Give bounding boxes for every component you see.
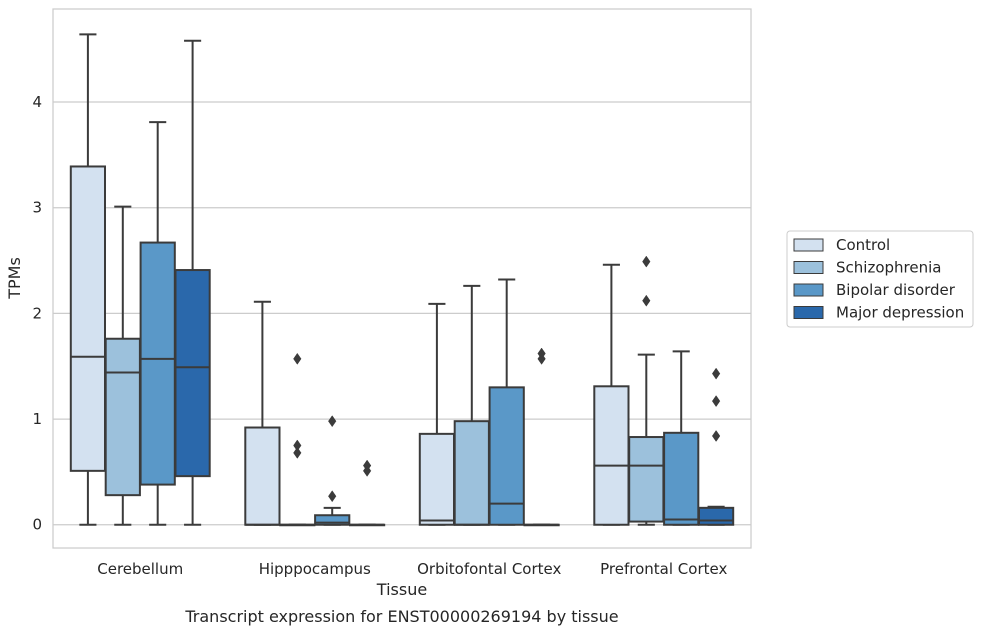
box-bipolar-disorder: [488, 278, 525, 526]
legend-frame: [786, 230, 974, 328]
box-control: [244, 300, 281, 526]
x-tick-labels: Cerebellum Hipppocampus Orbitofontal Corte…: [97, 560, 727, 578]
x-tick-label: Orbitofontal Cortex: [417, 560, 561, 578]
box-schizophrenia: [453, 284, 490, 526]
outlier-point: [293, 352, 302, 365]
box-iqr: [453, 420, 490, 526]
outlier-point: [537, 347, 546, 360]
outlier-point: [711, 395, 721, 408]
y-tick-label: 1: [32, 410, 42, 428]
box-iqr: [593, 385, 630, 526]
box-iqr: [418, 432, 456, 526]
outlier-point: [328, 490, 337, 503]
box-iqr: [663, 431, 700, 526]
box-schizophrenia: [104, 205, 141, 526]
x-tick-label: Cerebellum: [97, 560, 183, 578]
y-tick-label: 3: [32, 199, 42, 217]
box-control: [593, 263, 630, 526]
box-bipolar-disorder: [314, 415, 351, 526]
box-major-depression: [697, 367, 735, 526]
outlier-point: [642, 255, 651, 268]
x-tick-label: Prefrontal Cortex: [600, 560, 727, 578]
legend-label: Schizophrenia: [836, 259, 941, 277]
boxes: [69, 33, 735, 527]
box-iqr: [104, 337, 141, 497]
outlier-point: [711, 430, 721, 442]
box-iqr: [697, 506, 735, 526]
x-axis-label: Tissue: [376, 580, 427, 599]
y-tick-label: 2: [32, 304, 42, 322]
y-tick-label: 4: [32, 93, 42, 111]
chart-caption: Transcript expression for ENST0000026919…: [184, 607, 618, 626]
box-bipolar-disorder: [663, 350, 700, 526]
box-iqr: [244, 426, 281, 526]
box-schizophrenia: [628, 255, 665, 526]
outlier-point: [293, 446, 302, 459]
legend-swatch: [793, 283, 824, 297]
box-iqr: [174, 269, 211, 478]
box-iqr: [314, 514, 351, 526]
legend-swatch: [793, 238, 824, 252]
outlier-point: [711, 367, 721, 380]
legend-swatch: [793, 306, 824, 319]
box-iqr: [69, 165, 107, 472]
box-major-depression: [523, 347, 560, 527]
box-bipolar-disorder: [139, 121, 176, 526]
box-major-depression: [348, 459, 386, 527]
legend-label: Control: [836, 236, 890, 254]
box-iqr: [139, 241, 176, 486]
outlier-point: [293, 439, 302, 452]
outlier-point: [362, 459, 372, 472]
outlier-point: [642, 294, 651, 307]
y-tick-label: 0: [32, 516, 42, 534]
box-schizophrenia: [279, 352, 316, 527]
y-axis-label: TPMs: [5, 257, 24, 300]
legend-label: Major depression: [836, 304, 964, 322]
legend-label: Bipolar disorder: [836, 281, 956, 299]
legend-swatch: [793, 261, 824, 274]
outlier-point: [328, 415, 337, 428]
plot-frame: [52, 8, 752, 549]
box-control: [69, 33, 107, 526]
x-tick-label: Hipppocampus: [259, 560, 371, 578]
legend: Control Schizophrenia Bipolar disorder Majo…: [786, 230, 974, 328]
box-major-depression: [174, 39, 211, 526]
box-control: [418, 302, 456, 526]
box-iqr: [488, 386, 525, 526]
y-tick-labels: 0 1 2 3 4: [32, 93, 42, 534]
box-iqr: [628, 436, 665, 523]
